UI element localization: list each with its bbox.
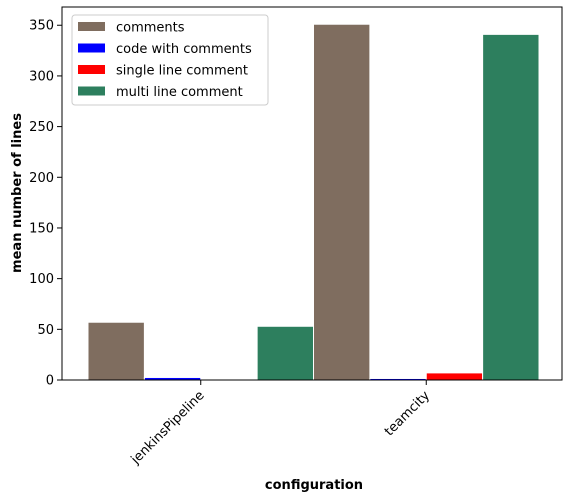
x-axis-title: configuration xyxy=(265,478,363,493)
y-tick-label-300: 300 xyxy=(29,69,54,84)
bar-comments-teamcity xyxy=(313,23,371,381)
bar-single-line-comment-teamcity xyxy=(425,372,484,381)
legend-swatch-multi-line-comment xyxy=(78,86,105,96)
legend-swatch-code-with-comments xyxy=(78,43,105,53)
y-tick-label-350: 350 xyxy=(29,19,54,34)
legend-swatch-single-line-comment xyxy=(78,65,105,74)
x-tick-label-jenkinspipeline: jenkinsPipeline xyxy=(128,388,208,468)
bar-multi-line-comment-teamcity xyxy=(482,33,540,381)
y-axis-ticks: 0 50 100 150 200 250 300 350 xyxy=(29,19,62,389)
y-tick-label-150: 150 xyxy=(29,221,54,236)
y-tick-label-200: 200 xyxy=(29,171,54,186)
bar-comments-jenkinspipeline xyxy=(87,321,145,381)
x-axis-ticks: jenkinsPipeline teamcity xyxy=(128,380,433,468)
plot-frame xyxy=(61,6,563,381)
legend-label-multi-line-comment: multi line comment xyxy=(116,85,243,100)
legend-frame xyxy=(71,14,269,106)
legend-label-comments: comments xyxy=(116,21,185,36)
x-tick-label-teamcity: teamcity xyxy=(382,388,433,439)
y-tick-label-50: 50 xyxy=(37,323,54,338)
legend-swatch-comments xyxy=(78,22,105,31)
bars-group xyxy=(87,23,540,381)
y-axis-title: mean number of lines xyxy=(10,113,25,273)
legend-label-single-line-comment: single line comment xyxy=(116,64,248,79)
y-tick-label-250: 250 xyxy=(29,120,54,135)
bar-multi-line-comment-jenkinspipeline xyxy=(256,325,315,381)
y-tick-label-0: 0 xyxy=(46,374,54,389)
legend: comments code with comments single line co… xyxy=(71,14,269,106)
y-tick-label-100: 100 xyxy=(29,272,54,287)
legend-label-code-with-comments: code with comments xyxy=(116,42,252,57)
